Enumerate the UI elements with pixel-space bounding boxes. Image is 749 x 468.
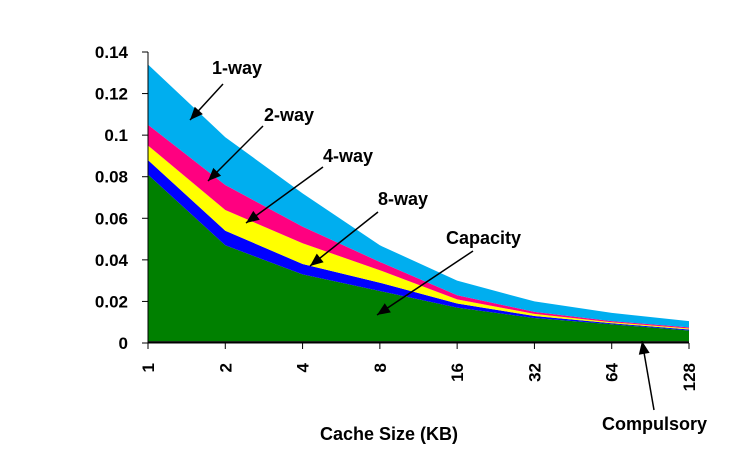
annotation-arrowhead-1-way	[190, 106, 203, 120]
y-tick-label: 0.12	[95, 85, 128, 104]
area-1-way	[148, 64, 689, 328]
x-tick-label: 8	[371, 363, 390, 372]
x-tick-label: 32	[525, 363, 544, 382]
annotation-label-2-way: 2-way	[264, 105, 314, 125]
y-tick-label: 0.04	[95, 251, 129, 270]
x-tick-label: 4	[294, 362, 313, 372]
axes	[147, 52, 689, 344]
x-tick-label: 64	[603, 362, 622, 381]
annotation-arrowhead-compulsory	[638, 341, 650, 355]
x-tick-label: 2	[216, 363, 235, 372]
annotation-arrowhead-8-way	[310, 253, 324, 266]
x-tick-label: 128	[680, 363, 699, 391]
annotation-arrow-capacity	[376, 250, 474, 316]
area-capacity	[148, 174, 689, 342]
annotation-label-4-way: 4-way	[323, 146, 373, 166]
annotation-arrowhead-4-way	[246, 210, 260, 223]
annotation-label-capacity: Capacity	[446, 228, 521, 248]
y-tick-label: 0.08	[95, 168, 128, 187]
area-4-way	[148, 145, 689, 330]
y-tick-label: 0	[119, 334, 128, 353]
annotation-group: 1-way 2-way 4-way 8-way Capacity Compulsory	[189, 58, 707, 434]
y-tick-group: 0 0.02 0.04 0.06 0.08 0.1 0.12 0.14	[95, 43, 148, 353]
annotation-label-1-way: 1-way	[212, 58, 262, 78]
x-tick-label: 1	[139, 363, 158, 372]
y-tick-label: 0.14	[95, 43, 129, 62]
annotation-arrowhead-2-way	[208, 167, 222, 181]
area-8-way	[148, 160, 689, 331]
y-tick-label: 0.02	[95, 292, 128, 311]
annotation-label-8-way: 8-way	[378, 189, 428, 209]
annotation-arrow-4-way	[245, 166, 324, 224]
annotation-arrow-8-way	[309, 211, 379, 267]
x-axis-title: Cache Size (KB)	[320, 424, 458, 444]
annotation-label-compulsory: Compulsory	[602, 414, 707, 434]
y-tick-label: 0.06	[95, 209, 128, 228]
x-tick-group: 1 2 4 8 16 32 64 128	[139, 343, 699, 391]
x-tick-label: 16	[448, 363, 467, 382]
annotation-arrowhead-capacity	[377, 303, 391, 315]
y-tick-label: 0.1	[104, 126, 128, 145]
